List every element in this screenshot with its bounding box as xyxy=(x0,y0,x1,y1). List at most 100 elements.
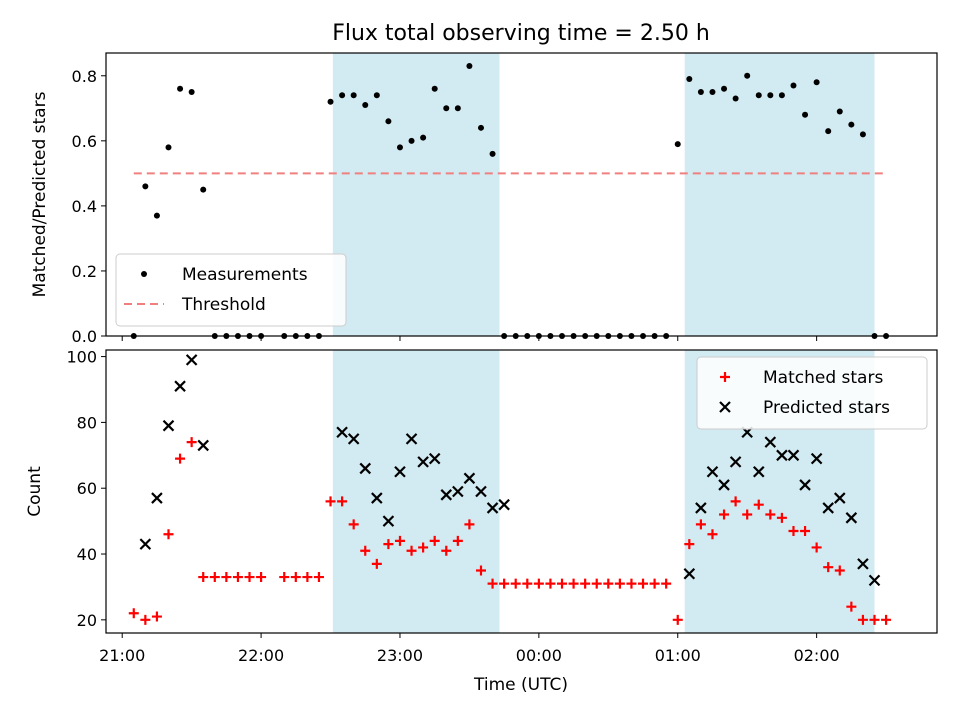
matched-star-point xyxy=(348,519,359,530)
matched-star-point xyxy=(128,608,139,619)
matched-star-point xyxy=(846,601,857,612)
matched-star-point xyxy=(753,499,764,510)
legend-box xyxy=(696,356,928,430)
y-tick-label: 40 xyxy=(77,545,97,564)
predicted-star-point xyxy=(394,465,406,478)
predicted-star-point xyxy=(822,502,834,514)
matched-star-point xyxy=(672,614,683,625)
y-tick-label: 0.8 xyxy=(72,67,97,86)
matched-star-point xyxy=(383,539,394,550)
matched-star-point xyxy=(557,578,568,589)
measurement-point xyxy=(477,124,484,131)
y-tick-label: 0.2 xyxy=(72,262,97,281)
matched-star-point xyxy=(475,565,486,576)
matched-star-point xyxy=(290,572,301,583)
matched-star-point xyxy=(279,572,290,583)
matched-star-point xyxy=(533,578,544,589)
measurement-point xyxy=(362,102,369,109)
axes-frame xyxy=(105,52,938,337)
predicted-star-point xyxy=(845,512,858,524)
shaded-interval xyxy=(332,350,500,633)
predicted-star-point xyxy=(683,567,696,580)
predicted-star-point xyxy=(857,558,869,570)
matched-star-point xyxy=(626,578,637,589)
x-tick-label: 00:00 xyxy=(516,646,562,665)
matched-star-point xyxy=(510,578,521,589)
y-tick-label: 0.0 xyxy=(72,327,97,346)
matched-star-point xyxy=(209,572,220,583)
measurement-point xyxy=(744,72,751,79)
matched-star-point xyxy=(221,572,232,583)
x-tick-label: 22:00 xyxy=(238,646,284,665)
legend-label: Predicted stars xyxy=(763,398,890,418)
x-tick-label: 02:00 xyxy=(794,646,840,665)
predicted-star-point xyxy=(359,462,372,475)
figure-title: Flux total observing time = 2.50 h xyxy=(332,21,710,46)
matched-star-point xyxy=(800,525,811,536)
predicted-star-point xyxy=(834,492,846,504)
y-tick-label: 20 xyxy=(77,611,97,630)
predicted-star-point xyxy=(417,456,429,468)
predicted-star-point xyxy=(440,489,453,501)
matched-star-point xyxy=(719,509,730,520)
matched-star-point xyxy=(499,578,510,589)
predicted-star-point xyxy=(197,439,209,452)
matched-star-point xyxy=(325,496,336,507)
matched-star-point xyxy=(857,614,868,625)
shaded-interval xyxy=(332,53,500,336)
matched-star-point xyxy=(568,578,579,589)
matched-star-point xyxy=(695,519,706,530)
measurement-point xyxy=(454,105,461,112)
measurement-point xyxy=(408,137,415,144)
legend-label: Measurements xyxy=(182,265,308,285)
panel-2: 20 40 60 80 100 21:00 22:00 23:00 00:00 01:00 02:0… xyxy=(25,348,938,665)
predicted-star-point xyxy=(718,479,730,491)
measurement-point xyxy=(686,76,693,83)
predicted-star-point xyxy=(139,538,152,550)
measurement-point xyxy=(420,134,427,141)
measurement-point xyxy=(732,95,739,102)
matched-star-point xyxy=(140,614,151,625)
measurement-point xyxy=(802,111,809,118)
measurement-point xyxy=(142,183,149,190)
predicted-star-point xyxy=(729,456,742,468)
legend: Measurements Threshold xyxy=(115,253,347,327)
matched-star-point xyxy=(730,496,741,507)
y-axis-label: Matched/Predicted stars xyxy=(30,91,50,297)
measurement-point xyxy=(443,105,450,112)
measurement-point xyxy=(836,108,843,115)
matched-star-point xyxy=(441,545,452,556)
matched-star-point xyxy=(429,535,440,546)
measurement-point xyxy=(396,144,403,151)
matched-star-point xyxy=(452,535,463,546)
measurement-point xyxy=(188,89,195,96)
predicted-star-point xyxy=(787,449,800,462)
matched-star-point xyxy=(418,542,429,553)
matched-star-point xyxy=(302,572,313,583)
matched-star-point xyxy=(742,509,753,520)
matched-star-point xyxy=(881,614,892,625)
predicted-star-point xyxy=(174,380,186,392)
predicted-star-point xyxy=(799,479,811,491)
predicted-star-point xyxy=(475,485,487,498)
predicted-star-point xyxy=(428,452,441,465)
x-tick-label: 01:00 xyxy=(655,646,701,665)
legend-marker-plus xyxy=(720,372,730,382)
legend-marker-x xyxy=(719,401,731,413)
predicted-star-point xyxy=(371,492,383,504)
matched-star-point xyxy=(487,578,498,589)
measurement-point xyxy=(859,131,866,138)
predicted-star-point xyxy=(706,465,719,478)
panel-1: 0.0 0.2 0.4 0.6 0.8 Matched/Predicted stars Me… xyxy=(30,52,938,346)
matched-star-point xyxy=(776,512,787,523)
predicted-star-point xyxy=(486,502,499,514)
measurement-point xyxy=(755,92,762,99)
matched-star-point xyxy=(371,558,382,569)
matched-star-point xyxy=(244,572,255,583)
matched-star-point xyxy=(545,578,556,589)
matched-star-point xyxy=(360,545,371,556)
predicted-star-point xyxy=(695,502,707,514)
measurement-point xyxy=(848,121,855,128)
matched-star-point xyxy=(151,611,162,622)
